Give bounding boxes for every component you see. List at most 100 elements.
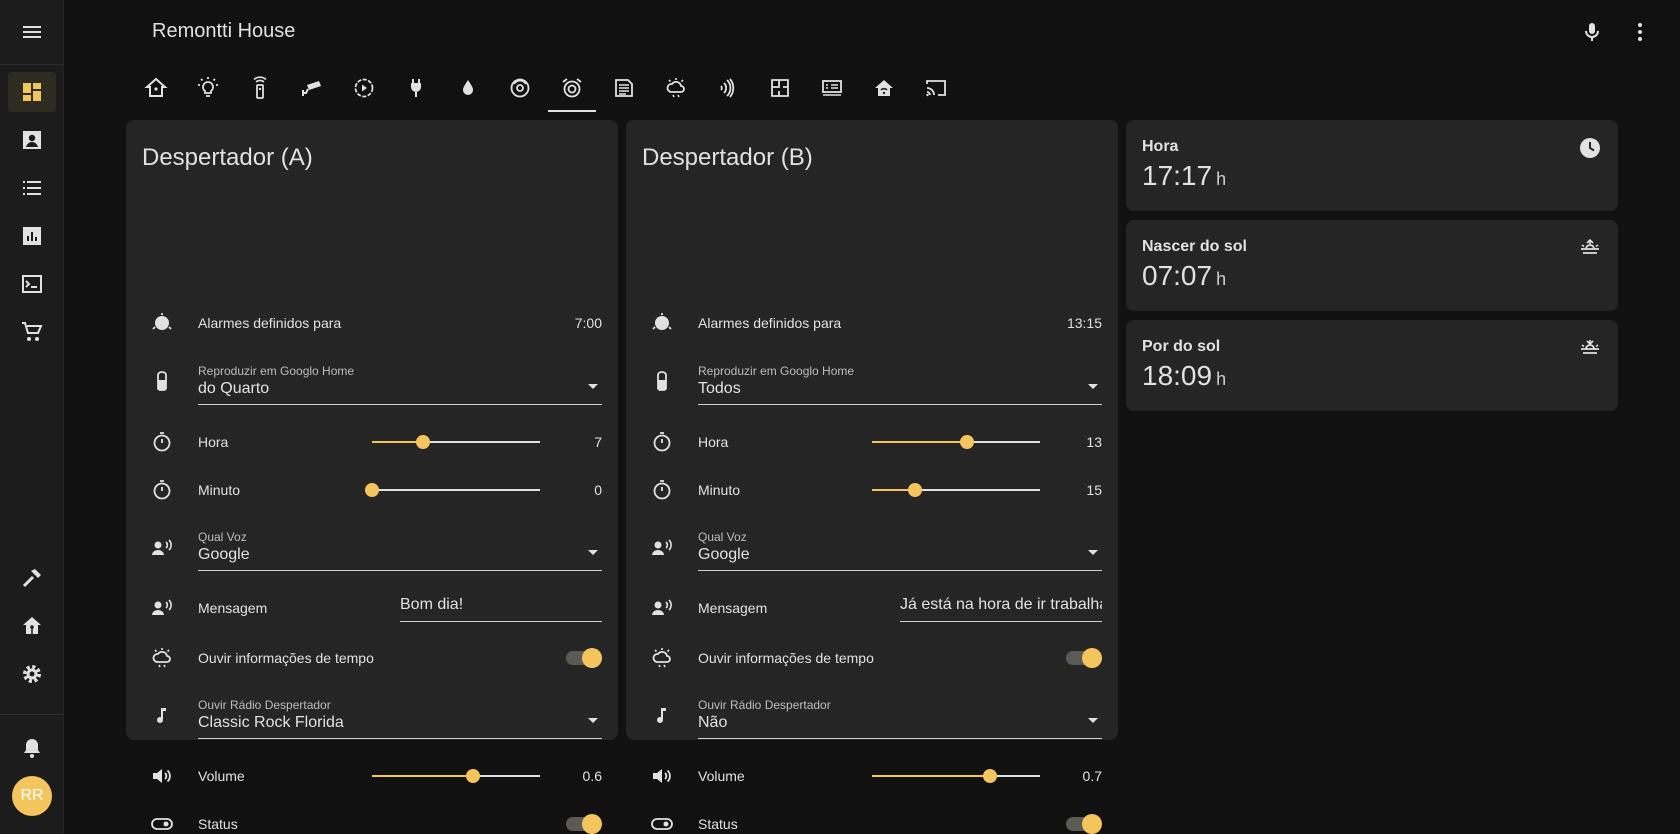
message-input[interactable]: Já está na hora de ir trabalhar: [900, 592, 1102, 622]
sidebar-item-history[interactable]: [8, 216, 56, 256]
minute-slider[interactable]: [872, 483, 1040, 497]
tab-network[interactable]: [858, 64, 910, 112]
notifications-button[interactable]: [8, 728, 56, 768]
account-voice-icon: [652, 539, 672, 555]
dashboard-icon: [23, 83, 41, 101]
sidebar-item-map[interactable]: [8, 120, 56, 160]
sensor-card-sunrise[interactable]: Nascer do sol 07:07 h: [1126, 220, 1618, 311]
hour-slider-row: Hora 7: [142, 422, 602, 462]
slider-handle[interactable]: [365, 483, 379, 497]
menu-icon[interactable]: [20, 20, 44, 44]
chevron-down-icon: [588, 384, 598, 389]
slider-fill: [872, 775, 990, 777]
speaker-select[interactable]: Reproduzir em Googlo Home Todos: [642, 364, 1102, 408]
slider-handle[interactable]: [416, 435, 431, 449]
sidebar-item-terminal[interactable]: [8, 264, 56, 304]
chevron-down-icon: [588, 718, 598, 723]
sidebar-item-supervisor[interactable]: [8, 606, 56, 646]
sidebar-item-logbook[interactable]: [8, 168, 56, 208]
alarm-time-value: 7:00: [574, 315, 602, 331]
sensor-name: Por do sol: [1142, 338, 1221, 355]
message-label: Mensagem: [198, 600, 268, 616]
sensor-card-sunset[interactable]: Por do sol 18:09 h: [1126, 320, 1618, 411]
speaker-select-caption: Reproduzir em Googlo Home: [198, 364, 355, 378]
weather-toggle[interactable]: [1066, 648, 1102, 668]
slider-handle[interactable]: [907, 483, 922, 497]
alarm-card-a: Despertador (A) Alarmes definidos para 7…: [126, 120, 618, 834]
slider-fill: [372, 775, 473, 777]
home-assistant-icon: [144, 77, 168, 97]
tab-weather[interactable]: [650, 64, 702, 112]
tab-floorplan[interactable]: [754, 64, 806, 112]
tab-plugs[interactable]: [390, 64, 442, 112]
select-underline: [698, 738, 1102, 739]
slider-handle[interactable]: [465, 769, 480, 783]
tab-logs[interactable]: [598, 64, 650, 112]
sidebar-item-settings[interactable]: [8, 654, 56, 694]
sidebar-item-overview[interactable]: [8, 72, 56, 112]
minute-label: Minuto: [198, 482, 241, 498]
account-voice-icon: [652, 599, 672, 615]
volume-value: 0.7: [1082, 768, 1102, 784]
voice-assistant-button[interactable]: [1580, 20, 1604, 44]
slider-fill: [872, 441, 967, 443]
voice-select-caption: Qual Voz: [198, 530, 247, 544]
sensor-unit: h: [1216, 269, 1227, 289]
sensor-name: Hora: [1142, 138, 1179, 155]
slider-handle[interactable]: [959, 435, 974, 449]
minute-slider[interactable]: [365, 483, 540, 497]
timer-icon: [153, 432, 171, 452]
status-toggle[interactable]: [566, 814, 602, 834]
sensor-card-time[interactable]: Hora 17:17 h: [1126, 120, 1618, 211]
voice-select[interactable]: Qual Voz Google: [642, 530, 1102, 574]
text-box-icon: [615, 79, 633, 97]
timer-icon: [653, 480, 671, 500]
tab-media[interactable]: [338, 64, 390, 112]
volume-slider[interactable]: [872, 769, 1040, 783]
more-options-button[interactable]: [1628, 20, 1652, 44]
hammer-icon: [22, 569, 41, 588]
server-network-icon: [822, 80, 842, 96]
message-row: Mensagem Já está na hora de ir trabalhar: [642, 588, 1102, 628]
tab-water[interactable]: [442, 64, 494, 112]
alarm-time-row[interactable]: Alarmes definidos para 7:00: [142, 303, 602, 343]
radio-select[interactable]: Ouvir Rádio Despertador Não: [642, 698, 1102, 742]
sidebar-divider: [0, 714, 64, 715]
remote-icon: [253, 76, 267, 99]
view-tabs: [130, 64, 962, 112]
volume-slider[interactable]: [372, 769, 540, 783]
speaker-select[interactable]: Reproduzir em Googlo Home do Quarto: [142, 364, 602, 408]
alarm-time-row[interactable]: Alarmes definidos para 13:15: [642, 303, 1102, 343]
tab-speakers[interactable]: [702, 64, 754, 112]
tab-cameras[interactable]: [286, 64, 338, 112]
music-note-icon: [657, 708, 666, 723]
sidebar-item-shopping-list[interactable]: [8, 312, 56, 352]
tab-vacuum[interactable]: [494, 64, 546, 112]
tab-cast[interactable]: [910, 64, 962, 112]
status-toggle-row: Status: [142, 804, 602, 834]
message-label: Mensagem: [698, 600, 768, 616]
hour-slider[interactable]: [872, 435, 1040, 449]
status-toggle[interactable]: [1066, 814, 1102, 834]
history-icon: [23, 227, 41, 245]
hour-slider[interactable]: [372, 435, 540, 449]
message-input[interactable]: Bom dia!: [400, 592, 602, 622]
avatar[interactable]: RR: [12, 776, 52, 816]
toggle-switch-icon: [651, 818, 673, 830]
sunset-icon: [1581, 340, 1599, 354]
sensor-unit: h: [1216, 169, 1227, 189]
weather-icon: [152, 648, 171, 668]
tab-servers[interactable]: [806, 64, 858, 112]
weather-toggle[interactable]: [566, 648, 602, 668]
tab-lights[interactable]: [182, 64, 234, 112]
tab-home[interactable]: [130, 64, 182, 112]
google-home-icon: [157, 371, 167, 391]
slider-handle[interactable]: [982, 769, 997, 783]
card-title: Despertador (B): [642, 144, 813, 171]
sidebar-item-developer-tools[interactable]: [8, 558, 56, 598]
alarm-time-value: 13:15: [1066, 315, 1102, 331]
voice-select[interactable]: Qual Voz Google: [142, 530, 602, 574]
radio-select[interactable]: Ouvir Rádio Despertador Classic Rock Flo…: [142, 698, 602, 742]
tab-alarm[interactable]: [546, 64, 598, 112]
tab-remote[interactable]: [234, 64, 286, 112]
